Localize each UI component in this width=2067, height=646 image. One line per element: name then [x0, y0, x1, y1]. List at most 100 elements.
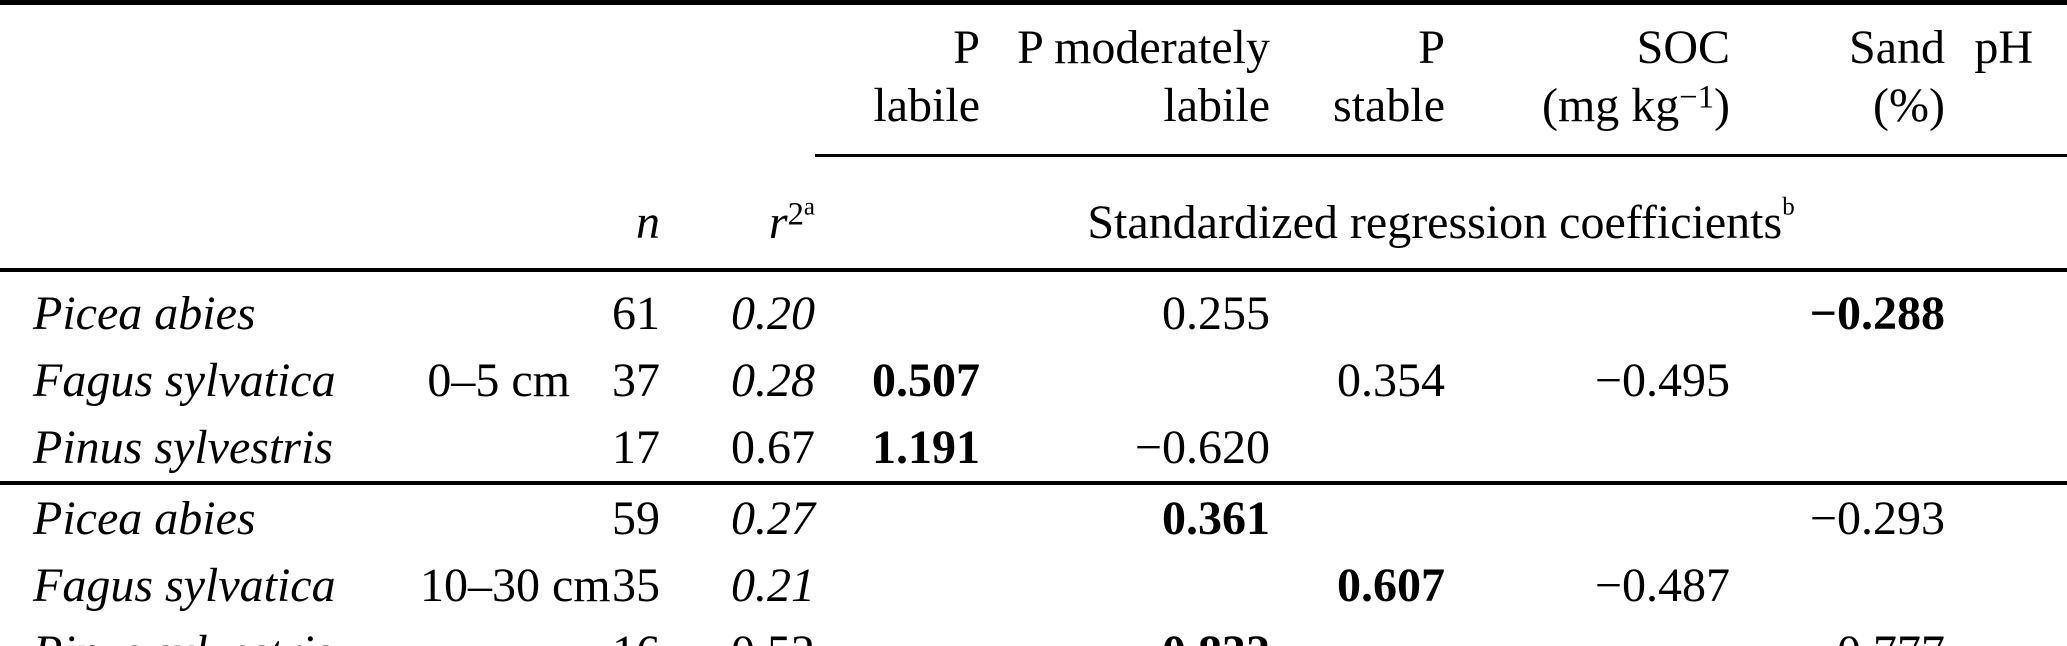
coef-cell-p-labile: 0.507: [872, 353, 980, 407]
r2-cell: 0.21: [731, 558, 815, 612]
n-cell: 35: [612, 558, 660, 612]
coef-cell-ph: [1945, 414, 2067, 485]
coef-cell-ph: [1945, 619, 2067, 646]
coef-cell-ph: [1945, 270, 2067, 347]
coef-cell-p-stable: [1270, 414, 1445, 485]
coef-cell-p-labile: [815, 552, 980, 619]
coef-cell-p-labile: [815, 483, 980, 552]
coef-cell-soc: [1445, 483, 1730, 552]
coef-cell-p-stable: [1270, 483, 1445, 552]
table-row: Picea abies 61 0.20 0.255 −0.288: [0, 270, 2067, 347]
header-p-labile: P labile: [815, 2, 980, 157]
header-sand-unit: (%): [1873, 79, 1945, 132]
species-cell: Fagus sylvatica: [33, 558, 336, 612]
r2-cell: 0.52: [660, 619, 815, 646]
coef-cell-p-labile: [815, 270, 980, 347]
footnote-marker-a: a: [803, 193, 815, 221]
coef-cell-p-stable: 0.354: [1337, 353, 1445, 407]
coef-cell-p-moderately-labile: [980, 552, 1270, 619]
table-row: Picea abies 59 0.27 0.361 −0.293: [0, 483, 2067, 552]
header-p-stable: P stable: [1270, 2, 1445, 157]
coef-cell-p-moderately-labile: 0.832: [980, 619, 1270, 646]
coef-cell-p-labile: [815, 619, 980, 646]
n-label: n: [636, 196, 660, 249]
depth-cell: 0–5 cm: [427, 353, 570, 407]
header-row-subheaders: n r2a Standardized regression coefficien…: [0, 155, 2067, 272]
table-block-10-30cm: Picea abies 59 0.27 0.361 −0.293 Fagus sylvat…: [0, 483, 2067, 646]
depth-cell: [420, 483, 570, 552]
header-coefficients-span: Standardized regression coefficientsb: [815, 155, 2067, 272]
header-r-squared: r2a: [660, 155, 815, 272]
coef-cell-soc: −0.487: [1594, 558, 1730, 612]
species-cell: Picea abies: [33, 491, 256, 545]
coef-cell-soc: [1445, 270, 1730, 347]
coef-cell-sand: −0.293: [1809, 491, 1945, 545]
header-ph: pH: [1945, 2, 2067, 157]
header-p-moderately-line1: P moderately: [1017, 21, 1270, 74]
header-sand-line1: Sand: [1849, 21, 1945, 74]
n-cell: 61: [612, 286, 660, 340]
coef-cell-ph: [1945, 347, 2067, 414]
soc-unit-pre: (mg kg: [1541, 79, 1680, 132]
coef-cell-ph: [1945, 483, 2067, 552]
coef-cell-sand: 0.777: [1730, 619, 1945, 646]
n-cell: 37: [612, 353, 660, 407]
header-sand: Sand (%): [1730, 2, 1945, 157]
header-blank-cell: [0, 3, 815, 156]
header-p-stable-line1: P: [1418, 21, 1445, 74]
species-cell: Pinus sylvestris: [0, 414, 420, 485]
r2-cell: 0.28: [731, 353, 815, 407]
n-cell: 59: [612, 491, 660, 545]
coef-cell-p-stable: [1270, 619, 1445, 646]
coef-cell-p-moderately-labile: −0.620: [980, 414, 1270, 485]
header-p-labile-line1: P: [953, 21, 980, 74]
coefficients-span-label: Standardized regression coefficients: [1087, 196, 1783, 249]
header-p-labile-line2: labile: [873, 79, 980, 132]
coef-cell-sand: [1730, 552, 1945, 619]
species-cell: Fagus sylvatica: [33, 353, 336, 407]
coef-cell-p-stable: [1270, 270, 1445, 347]
footnote-marker-b: b: [1782, 193, 1795, 221]
r2-exponent: 2: [787, 196, 804, 233]
coef-cell-soc: −0.495: [1594, 353, 1730, 407]
r2-base: r: [768, 196, 788, 249]
r2-cell: 0.20: [731, 286, 815, 340]
depth-cell: 10–30 cm: [420, 558, 611, 612]
coef-cell-sand: −0.288: [1809, 286, 1945, 340]
coef-cell-soc: [1445, 414, 1730, 485]
coef-cell-p-stable: 0.607: [1337, 558, 1445, 612]
table-row: Pinus sylvestris 17 0.67 1.191 −0.620: [0, 414, 2067, 485]
header-p-stable-line2: stable: [1333, 79, 1445, 132]
table-block-0-5cm: Picea abies 61 0.20 0.255 −0.288 Fagus sylvat…: [0, 270, 2067, 485]
species-cell: Pinus sylvestris: [0, 619, 420, 646]
coef-cell-p-moderately-labile: 0.361: [1162, 491, 1270, 545]
header-soc-unit: (mg kg−1): [1445, 77, 1730, 135]
coef-cell-sand: [1730, 414, 1945, 485]
table-row: Pinus sylvestris 160.52 0.832 0.777: [0, 619, 2067, 646]
header-ph-line1: pH: [1974, 21, 2033, 74]
depth-cell: [420, 270, 570, 347]
coef-cell-p-labile: 1.191: [815, 414, 980, 485]
header-n: n: [570, 155, 660, 272]
table-row: Fagus sylvatica 10–30 cm 35 0.21 0.607 −0.487: [0, 552, 2067, 619]
r2-cell: 0.27: [731, 491, 815, 545]
species-cell: Picea abies: [33, 286, 256, 340]
coef-cell-sand: [1730, 347, 1945, 414]
depth-cell: [420, 619, 570, 646]
depth-cell: [420, 414, 570, 485]
n-cell: 16: [570, 619, 660, 646]
coef-cell-soc: [1445, 619, 1730, 646]
r2-cell: 0.67: [660, 414, 815, 485]
n-cell: 17: [570, 414, 660, 485]
header-p-moderately-line2: labile: [1163, 79, 1270, 132]
header-p-moderately-labile: P moderately labile: [980, 2, 1270, 157]
soc-unit-exponent: −1: [1679, 79, 1715, 116]
header-row-variables: P labile P moderately labile P stable SO…: [0, 2, 2067, 157]
soc-unit-post: ): [1714, 79, 1730, 132]
table-row: Fagus sylvatica 0–5 cm 37 0.28 0.507 0.354 −0.…: [0, 347, 2067, 414]
coef-cell-ph: [1945, 552, 2067, 619]
header-soc-line1: SOC: [1636, 21, 1730, 74]
subheader-blank-cell: [0, 155, 570, 272]
